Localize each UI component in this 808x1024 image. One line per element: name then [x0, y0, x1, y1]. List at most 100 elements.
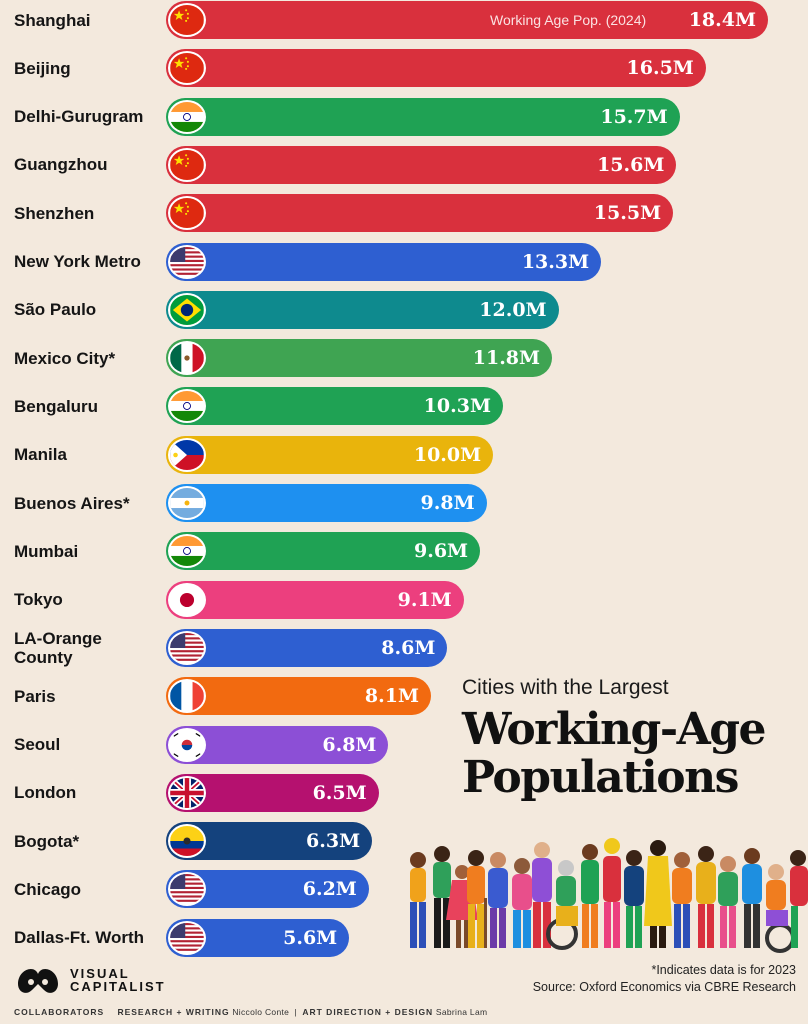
collaborators-line: COLLABORATORS RESEARCH + WRITING Niccolo… — [14, 1007, 487, 1017]
category-label-paris: Paris — [14, 686, 56, 706]
bar-row: Bengaluru 10.3M — [0, 385, 808, 433]
title-block: Cities with the Largest Working-Age Popu… — [462, 676, 802, 802]
value-label-shenzhen: 15.5M — [593, 202, 662, 225]
bar-guangzhou — [166, 145, 677, 184]
china-flag-icon — [168, 51, 206, 86]
bar-mexico-city — [166, 339, 553, 378]
category-label-chicago: Chicago — [14, 879, 82, 899]
category-label-la-orange-county: LA-Orange County — [14, 628, 102, 667]
bar-mumbai — [166, 532, 481, 571]
bar-row: New York Metro 13.3M — [0, 241, 808, 289]
bar-row: Delhi-Gurugram 15.7M — [0, 96, 808, 144]
bar-row: Shenzhen 15.5M — [0, 192, 808, 240]
bar-new-york-metro — [166, 242, 602, 281]
bar-row: Mumbai 9.6M — [0, 530, 808, 578]
category-label-mexico-city: Mexico City* — [14, 348, 116, 368]
value-label-shanghai: 18.4M — [688, 9, 756, 31]
bar-delhi-gurugram — [166, 97, 680, 136]
bar-row: Shanghai 18.4M Working Age Pop. (2024) — [0, 0, 808, 47]
bar-row: Guangzhou 15.6M — [0, 144, 808, 192]
france-flag-icon — [168, 679, 206, 714]
value-label-la-orange-county: 8.6M — [381, 636, 436, 659]
category-label-beijing: Beijing — [14, 58, 71, 78]
category-label-bogota: Bogota* — [14, 831, 80, 851]
category-label-shenzhen: Shenzhen — [14, 203, 95, 223]
argentina-flag-icon — [168, 486, 206, 520]
category-label-mumbai: Mumbai — [14, 541, 79, 561]
people-illustration — [410, 838, 808, 953]
value-label-bogota: 6.3M — [306, 830, 361, 853]
value-label-buenos-aires: 9.8M — [420, 492, 475, 514]
value-label-dallas-ft-worth: 5.6M — [283, 926, 338, 949]
value-label-london: 6.5M — [312, 781, 367, 804]
visual-capitalist-logo-icon — [18, 969, 58, 993]
india-flag-icon — [168, 99, 206, 134]
value-label-new-york-metro: 13.3M — [521, 250, 590, 273]
china-flag-icon — [168, 3, 206, 37]
role-research: RESEARCH + WRITING — [117, 1007, 230, 1017]
brazil-flag-icon — [168, 292, 206, 327]
uk-flag-icon — [168, 775, 206, 810]
source-text: Source: Oxford Economics via CBRE Resear… — [532, 980, 796, 994]
philippines-flag-icon — [168, 437, 206, 472]
value-label-delhi-gurugram: 15.7M — [600, 105, 668, 128]
bar-tokyo — [166, 580, 464, 619]
role-design: ART DIRECTION + DESIGN — [302, 1007, 434, 1017]
name-research: Niccolo Conte — [232, 1007, 290, 1017]
colombia-flag-icon — [168, 824, 206, 859]
bar-buenos-aires — [166, 484, 487, 522]
value-label-s-o-paulo: 12.0M — [479, 298, 547, 321]
south-korea-flag-icon — [168, 727, 206, 762]
value-label-tokyo: 9.1M — [397, 588, 452, 611]
china-flag-icon — [168, 147, 206, 182]
bar-shenzhen — [166, 194, 674, 233]
chart-title: Working-Age Populations — [462, 704, 766, 803]
bar-row: Bogota* 6.3M — [0, 820, 808, 868]
category-label-dallas-ft-worth: Dallas-Ft. Worth — [14, 928, 145, 948]
value-label-mumbai: 9.6M — [413, 540, 469, 563]
bar-row: Chicago 6.2M — [0, 868, 808, 916]
category-label-shanghai: Shanghai — [14, 10, 91, 30]
bar-row: Beijing 16.5M — [0, 47, 808, 95]
bar-row: São Paulo 12.0M — [0, 289, 808, 337]
mexico-flag-icon — [168, 341, 206, 376]
category-label-guangzhou: Guangzhou — [14, 155, 108, 175]
bar-beijing — [166, 49, 706, 88]
category-label-tokyo: Tokyo — [14, 590, 63, 610]
category-label-delhi-gurugram: Delhi-Gurugram — [14, 107, 144, 127]
usa-flag-icon — [168, 872, 206, 907]
bar-row: Manila 10.0M — [0, 434, 808, 482]
bar-row: London 6.5M — [0, 772, 808, 820]
bar-s-o-paulo — [166, 290, 559, 329]
category-label-seoul: Seoul — [14, 735, 61, 754]
value-label-seoul: 6.8M — [322, 733, 377, 756]
china-flag-icon — [168, 196, 206, 231]
bar-la-orange-county — [166, 628, 448, 667]
japan-flag-icon — [168, 582, 206, 617]
category-label-london: London — [14, 783, 77, 803]
india-flag-icon — [168, 534, 206, 569]
usa-flag-icon — [168, 920, 206, 955]
bar-row: LA-Orange County 8.6M — [0, 627, 808, 675]
bar-manila — [166, 435, 494, 474]
category-label-bengaluru: Bengaluru — [14, 396, 99, 416]
value-label-chicago: 6.2M — [302, 878, 357, 901]
category-label-s-o-paulo: São Paulo — [14, 300, 97, 320]
chart-subtitle: Cities with the Largest — [462, 676, 669, 699]
value-label-manila: 10.0M — [413, 443, 482, 466]
collaborators-label: COLLABORATORS — [14, 1007, 105, 1017]
footnote-text: *Indicates data is for 2023 — [651, 963, 796, 977]
india-flag-icon — [168, 389, 206, 424]
value-label-beijing: 16.5M — [626, 57, 694, 80]
bar-row: Mexico City* 11.8M — [0, 337, 808, 385]
category-label-new-york-metro: New York Metro — [14, 252, 141, 271]
bar-row: Seoul 6.8M — [0, 724, 808, 772]
usa-flag-icon — [168, 630, 206, 665]
bar-bengaluru — [166, 387, 503, 426]
category-label-manila: Manila — [14, 445, 67, 465]
value-label-mexico-city: 11.8M — [472, 347, 541, 370]
bar-row: Tokyo 9.1M — [0, 579, 808, 627]
value-label-bengaluru: 10.3M — [423, 395, 491, 418]
legend-label: Working Age Pop. (2024) — [490, 12, 647, 28]
